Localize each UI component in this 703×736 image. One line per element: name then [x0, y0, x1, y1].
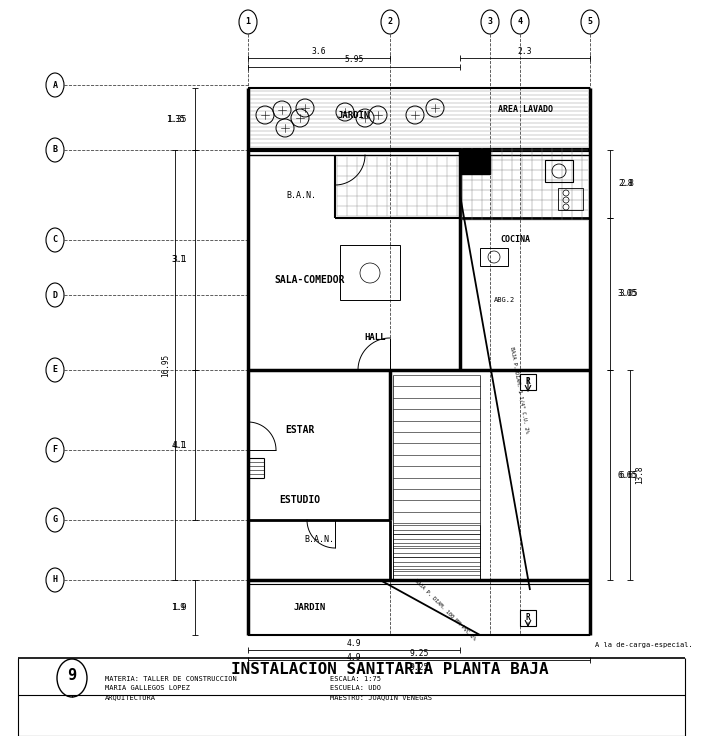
Text: ESCALA: 1:75: ESCALA: 1:75 — [330, 676, 381, 682]
Text: ARQUITECTURA: ARQUITECTURA — [105, 694, 156, 700]
Text: JARDIN: JARDIN — [338, 110, 370, 119]
Text: 3.05: 3.05 — [618, 289, 638, 299]
Text: 2.3: 2.3 — [517, 46, 532, 55]
Text: INSTALACION SANITARIA PLANTA BAJA: INSTALACION SANITARIA PLANTA BAJA — [231, 662, 549, 678]
Text: G: G — [53, 515, 58, 525]
Text: 1.35: 1.35 — [167, 115, 187, 124]
Text: 9.25: 9.25 — [409, 648, 429, 657]
Text: HALL: HALL — [364, 333, 386, 342]
Text: R: R — [526, 378, 530, 386]
Text: E: E — [53, 366, 58, 375]
Text: 1.35: 1.35 — [167, 115, 185, 124]
Text: 4.9: 4.9 — [347, 654, 361, 662]
Text: ESTUDIO: ESTUDIO — [279, 495, 321, 505]
Text: 2.8: 2.8 — [620, 180, 634, 188]
Bar — [460, 149, 490, 174]
Text: 2.8: 2.8 — [618, 180, 633, 188]
Text: 6.65: 6.65 — [618, 470, 638, 479]
Text: AREA LAVADO: AREA LAVADO — [498, 105, 553, 115]
Text: 4.9: 4.9 — [347, 639, 361, 648]
Text: ABG.2: ABG.2 — [494, 297, 515, 303]
Text: 1.9: 1.9 — [171, 603, 185, 612]
Text: A: A — [53, 80, 58, 90]
Text: B.A.N.: B.A.N. — [304, 536, 334, 545]
Text: 1: 1 — [245, 18, 250, 26]
Text: B: B — [53, 146, 58, 155]
Text: R: R — [526, 614, 530, 623]
Text: F: F — [53, 445, 58, 455]
Text: MAESTRO: JOAQUIN VENEGAS: MAESTRO: JOAQUIN VENEGAS — [330, 694, 432, 700]
Text: 13.8: 13.8 — [635, 466, 644, 484]
Text: 16.95: 16.95 — [161, 353, 170, 377]
Text: BAJA P. DIAM. 100 MM PVC 2%: BAJA P. DIAM. 100 MM PVC 2% — [413, 578, 477, 642]
Text: MARIA GALLEGOS LOPEZ: MARIA GALLEGOS LOPEZ — [105, 685, 190, 691]
Text: 9.25: 9.25 — [409, 663, 429, 673]
Text: H: H — [53, 576, 58, 584]
Text: 5: 5 — [588, 18, 593, 26]
Text: ESCUELA: UDO: ESCUELA: UDO — [330, 685, 381, 691]
Text: 3.1: 3.1 — [172, 255, 187, 264]
Text: MATERIA: TALLER DE CONSTRUCCION: MATERIA: TALLER DE CONSTRUCCION — [105, 676, 237, 682]
Text: 4: 4 — [517, 18, 522, 26]
Text: JARDIN: JARDIN — [294, 603, 326, 612]
Text: 3.1: 3.1 — [171, 255, 185, 264]
Text: BAJA P. DIAM. 1 1/4" C.U. 2%: BAJA P. DIAM. 1 1/4" C.U. 2% — [510, 347, 530, 434]
Text: 9: 9 — [67, 668, 77, 682]
Text: D: D — [53, 291, 58, 300]
Text: 4.1: 4.1 — [171, 441, 185, 450]
Text: 3: 3 — [487, 18, 493, 26]
Bar — [520, 610, 536, 626]
Bar — [558, 188, 583, 210]
Text: 4.1: 4.1 — [172, 441, 187, 450]
Text: ESTAR: ESTAR — [285, 425, 315, 435]
Text: B.A.N.: B.A.N. — [286, 191, 316, 199]
Text: A la de-carga-especial.: A la de-carga-especial. — [595, 642, 692, 648]
Text: 5.95: 5.95 — [344, 55, 363, 65]
Text: C: C — [53, 236, 58, 244]
Text: 3.6: 3.6 — [311, 46, 326, 55]
Text: 1.9: 1.9 — [172, 603, 187, 612]
Text: 6.65: 6.65 — [620, 470, 638, 479]
Bar — [340, 245, 400, 300]
Text: 2: 2 — [387, 18, 392, 26]
Bar — [545, 160, 573, 182]
Bar — [520, 374, 536, 390]
Text: SALA-COMEDOR: SALA-COMEDOR — [275, 275, 345, 285]
Text: 3.05: 3.05 — [620, 289, 638, 299]
Text: COCINA: COCINA — [500, 236, 530, 244]
Bar — [480, 248, 508, 266]
